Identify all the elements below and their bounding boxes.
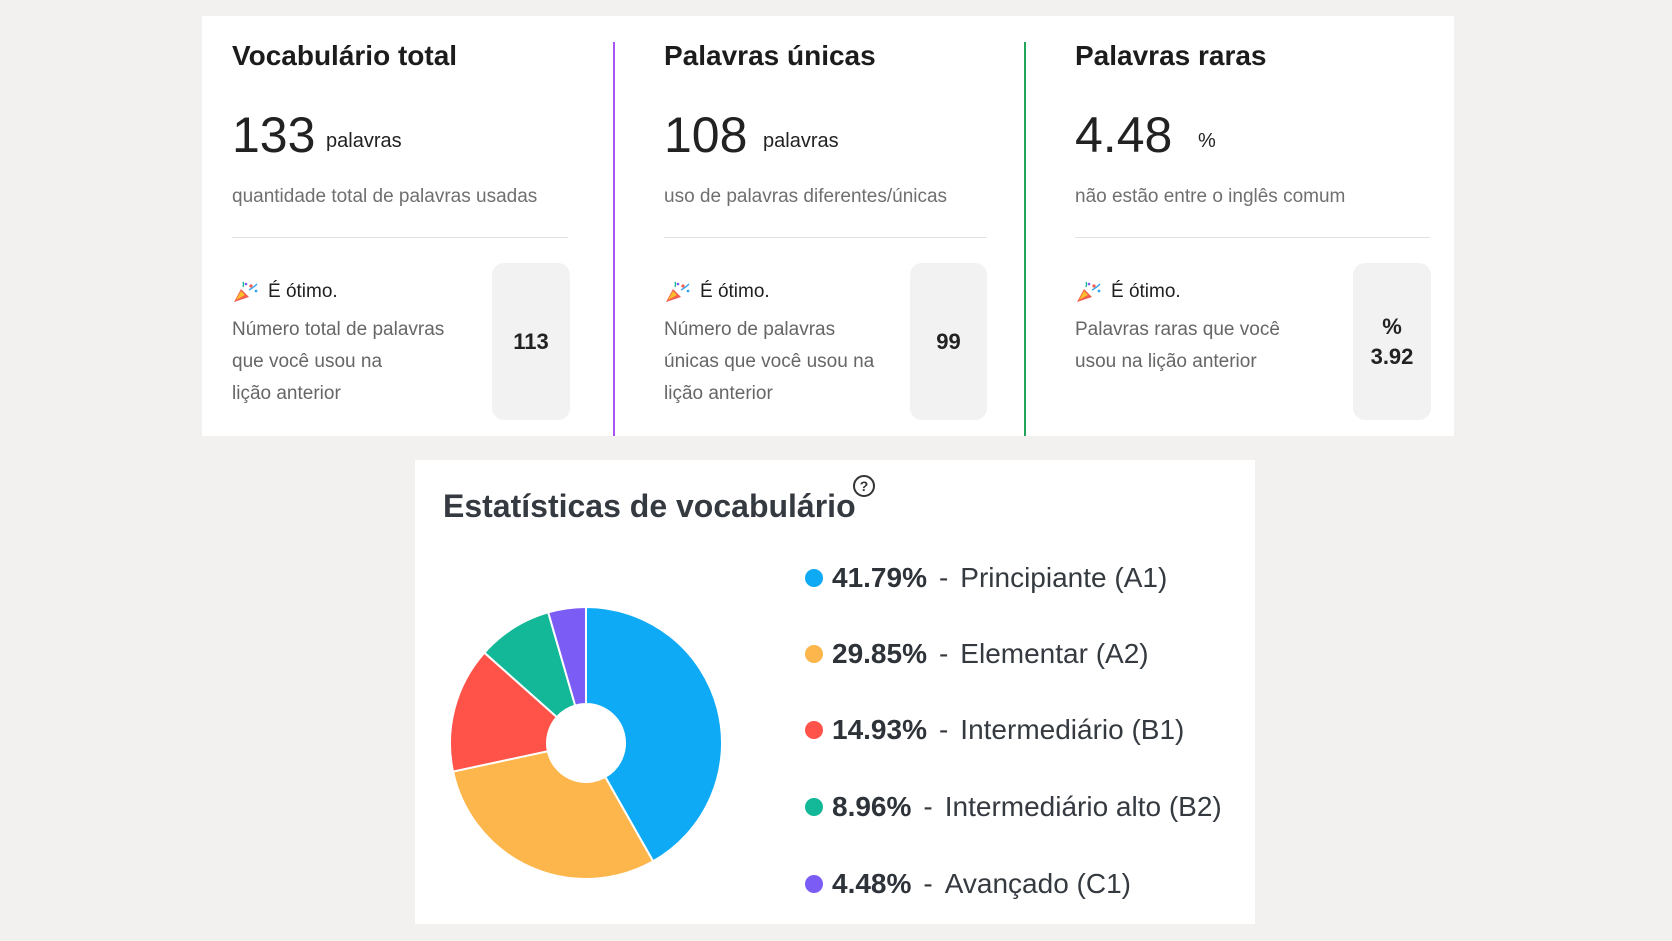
legend-label: Elementar (A2)	[960, 638, 1149, 669]
status-line: É ótimo.	[1075, 281, 1181, 303]
previous-value: 113	[513, 328, 549, 354]
legend-item-b1: 14.93% - Intermediário (B1)	[805, 710, 1184, 750]
compare-line: lição anterior	[664, 383, 773, 404]
status-text: É ótimo.	[1111, 281, 1181, 302]
divider-line	[1075, 237, 1430, 238]
metric-value: 133	[232, 107, 316, 163]
column-divider-purple	[613, 42, 615, 436]
compare-line: Número total de palavras	[232, 319, 445, 340]
question-circle-icon[interactable]: ?	[853, 475, 875, 497]
metric-description: não estão entre o inglês comum	[1075, 186, 1346, 207]
previous-value: 3.92	[1370, 343, 1414, 369]
legend-percent: 8.96%	[832, 791, 912, 822]
metric-description: uso de palavras diferentes/únicas	[664, 186, 948, 207]
metric-unit: palavras	[763, 130, 839, 152]
metric-description: quantidade total de palavras usadas	[232, 186, 538, 207]
divider-line	[664, 237, 987, 238]
previous-lesson-text: Palavras raras que você usou na lição an…	[1075, 314, 1280, 378]
metrics-card: Vocabulário total 133 palavras quantidad…	[202, 16, 1454, 436]
previous-value-box: 113	[492, 263, 570, 420]
compare-line: lição anterior	[232, 383, 341, 404]
compare-line: usou na lição anterior	[1075, 351, 1257, 372]
legend-label: Principiante (A1)	[960, 562, 1168, 593]
party-popper-icon	[232, 281, 260, 303]
column-divider-green	[1024, 42, 1026, 436]
legend-separator: -	[938, 562, 949, 593]
status-line: É ótimo.	[664, 281, 770, 303]
legend-percent: 4.48%	[832, 868, 912, 899]
legend-separator: -	[923, 868, 933, 899]
status-text: É ótimo.	[700, 281, 770, 302]
compare-line: únicas que você usou na	[664, 351, 875, 372]
previous-value-box: 99	[910, 263, 987, 420]
previous-lesson-text: Número total de palavras que você usou n…	[232, 314, 444, 410]
metric-unit: palavras	[326, 130, 402, 152]
previous-value-unit: %	[1382, 313, 1402, 339]
legend-percent: 41.79%	[832, 562, 927, 593]
legend-label: Intermediário alto (B2)	[944, 791, 1222, 822]
metric-total-vocabulary: Vocabulário total 133 palavras quantidad…	[232, 16, 602, 436]
legend-separator: -	[923, 791, 933, 822]
status-line: É ótimo.	[232, 281, 338, 303]
vocabulary-donut-chart	[449, 605, 723, 880]
party-popper-icon	[664, 281, 692, 303]
legend-dot	[805, 645, 823, 663]
compare-line: que você usou na	[232, 351, 383, 372]
pie-slice-0[interactable]	[585, 605, 723, 863]
compare-line: Número de palavras	[664, 319, 836, 340]
status-text: É ótimo.	[268, 281, 338, 302]
legend-dot	[805, 798, 823, 816]
legend-separator: -	[938, 638, 949, 669]
pie-slice-2[interactable]	[449, 651, 559, 773]
metric-value: 108	[664, 107, 748, 163]
legend-item-b2: 8.96% - Intermediário alto (B2)	[805, 787, 1222, 827]
legend-label: Avançado (C1)	[944, 868, 1131, 899]
metric-title: Vocabulário total	[232, 40, 458, 71]
pie-slice-1[interactable]	[451, 750, 655, 880]
metric-unique-words: Palavras únicas 108 palavras uso de pala…	[664, 16, 994, 436]
legend-dot	[805, 569, 823, 587]
legend-item-a1: 41.79% - Principiante (A1)	[805, 558, 1167, 598]
vocabulary-stats-card: Estatísticas de vocabulário ? 41.79% - P…	[415, 460, 1255, 924]
metric-unit: %	[1198, 130, 1216, 152]
previous-value: 99	[936, 328, 961, 354]
metric-title: Palavras únicas	[664, 40, 876, 71]
metric-title: Palavras raras	[1075, 40, 1267, 71]
legend-percent: 14.93%	[832, 714, 927, 745]
legend-separator: -	[938, 714, 949, 745]
legend-item-c1: 4.48% - Avançado (C1)	[805, 864, 1131, 904]
pie-slice-4[interactable]	[546, 605, 587, 707]
stats-title: Estatísticas de vocabulário	[443, 488, 856, 524]
legend-label: Intermediário (B1)	[960, 714, 1185, 745]
legend-dot	[805, 875, 823, 893]
previous-lesson-text: Número de palavras únicas que você usou …	[664, 314, 874, 410]
legend-dot	[805, 721, 823, 739]
legend-percent: 29.85%	[832, 638, 927, 669]
divider-line	[232, 237, 568, 238]
party-popper-icon	[1075, 281, 1103, 303]
compare-line: Palavras raras que você	[1075, 319, 1280, 340]
legend-item-a2: 29.85% - Elementar (A2)	[805, 634, 1149, 674]
metric-value: 4.48	[1075, 107, 1173, 163]
metric-rare-words: Palavras raras 4.48 % não estão entre o …	[1075, 16, 1431, 436]
previous-value-box: % 3.92	[1353, 263, 1431, 420]
